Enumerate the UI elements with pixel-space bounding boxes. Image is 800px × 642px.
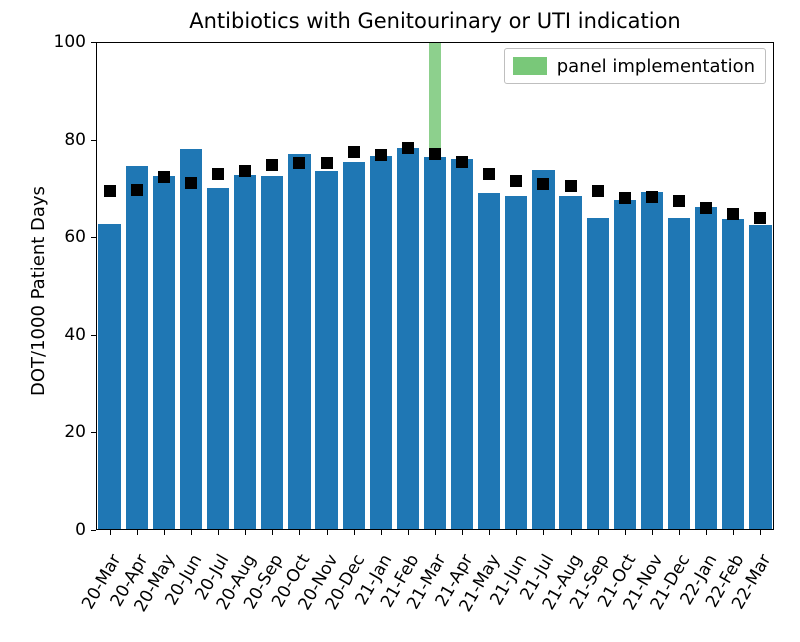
xtick-mark	[299, 530, 300, 535]
xtick-mark	[516, 530, 517, 535]
chart-title: Antibiotics with Genitourinary or UTI in…	[189, 9, 681, 33]
ytick-mark	[91, 237, 96, 238]
xtick-mark	[462, 530, 463, 535]
bar	[587, 218, 609, 530]
trend-marker	[483, 168, 495, 180]
bar	[180, 149, 202, 530]
plot-area	[96, 42, 774, 530]
ytick-label: 60	[36, 227, 86, 247]
ytick-mark	[91, 530, 96, 531]
bar	[695, 207, 717, 530]
bar	[98, 224, 120, 530]
xtick-mark	[652, 530, 653, 535]
trend-marker	[321, 157, 333, 169]
trend-marker	[375, 149, 387, 161]
ytick-mark	[91, 42, 96, 43]
bar	[424, 157, 446, 530]
trend-marker	[212, 168, 224, 180]
xtick-mark	[272, 530, 273, 535]
trend-marker	[158, 171, 170, 183]
bar	[370, 156, 392, 530]
bar	[343, 162, 365, 530]
trend-marker	[348, 146, 360, 158]
ytick-label: 0	[36, 520, 86, 540]
bar	[315, 171, 337, 530]
legend: panel implementation	[504, 48, 766, 84]
bar	[749, 225, 771, 530]
ytick-mark	[91, 140, 96, 141]
xtick-mark	[137, 530, 138, 535]
ytick-label: 80	[36, 130, 86, 150]
figure: Antibiotics with Genitourinary or UTI in…	[0, 0, 800, 642]
trend-marker	[185, 177, 197, 189]
trend-marker	[239, 165, 251, 177]
xtick-mark	[543, 530, 544, 535]
trend-marker	[673, 195, 685, 207]
trend-marker	[700, 202, 712, 214]
trend-marker	[727, 208, 739, 220]
xtick-mark	[218, 530, 219, 535]
xtick-mark	[245, 530, 246, 535]
ytick-label: 100	[36, 32, 86, 52]
bar	[261, 176, 283, 530]
xtick-mark	[327, 530, 328, 535]
trend-marker	[266, 159, 278, 171]
bar	[559, 196, 581, 530]
trend-marker	[429, 148, 441, 160]
trend-marker	[293, 157, 305, 169]
trend-marker	[619, 192, 631, 204]
axis-spine-top	[96, 42, 774, 43]
xtick-mark	[679, 530, 680, 535]
xtick-mark	[598, 530, 599, 535]
xtick-mark	[760, 530, 761, 535]
trend-marker	[646, 191, 658, 203]
trend-marker	[131, 184, 143, 196]
xtick-mark	[164, 530, 165, 535]
bar	[641, 192, 663, 530]
bar	[668, 218, 690, 530]
xtick-mark	[571, 530, 572, 535]
xtick-mark	[110, 530, 111, 535]
bar	[505, 196, 527, 530]
trend-marker	[754, 212, 766, 224]
trend-marker	[456, 156, 468, 168]
xtick-mark	[381, 530, 382, 535]
xtick-mark	[706, 530, 707, 535]
trend-marker	[592, 185, 604, 197]
trend-marker	[537, 178, 549, 190]
xtick-mark	[435, 530, 436, 535]
bar	[207, 188, 229, 530]
trend-marker	[510, 175, 522, 187]
legend-label: panel implementation	[557, 56, 755, 77]
bar	[288, 154, 310, 530]
bar	[153, 176, 175, 530]
bar	[397, 148, 419, 530]
ytick-mark	[91, 335, 96, 336]
xtick-mark	[489, 530, 490, 535]
xtick-mark	[191, 530, 192, 535]
axis-spine-left	[96, 42, 97, 530]
axis-spine-right	[773, 42, 774, 530]
trend-marker	[104, 185, 116, 197]
bar	[614, 200, 636, 530]
xtick-mark	[408, 530, 409, 535]
ytick-label: 40	[36, 325, 86, 345]
bar	[478, 193, 500, 530]
ytick-mark	[91, 432, 96, 433]
bar	[722, 219, 744, 530]
trend-marker	[402, 142, 414, 154]
bar	[234, 175, 256, 530]
xtick-mark	[625, 530, 626, 535]
bar	[532, 170, 554, 530]
bar	[451, 159, 473, 530]
xtick-mark	[733, 530, 734, 535]
trend-marker	[565, 180, 577, 192]
xtick-mark	[354, 530, 355, 535]
ytick-label: 20	[36, 422, 86, 442]
legend-swatch	[513, 57, 547, 75]
bar	[126, 166, 148, 530]
y-axis-label: DOT/1000 Patient Days	[28, 186, 49, 396]
